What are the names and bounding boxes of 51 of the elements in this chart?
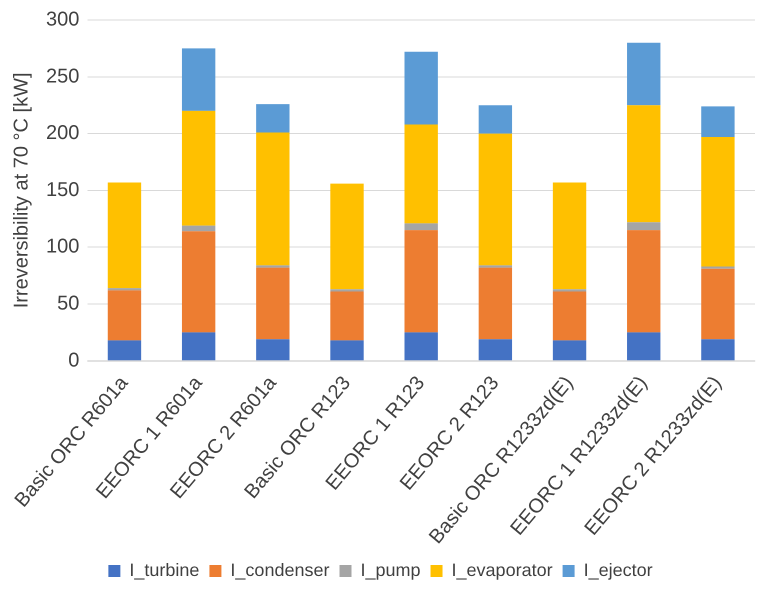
bar [256,104,290,132]
y-axis-title: Irreversibility at 70 °C [kW] [10,72,33,308]
y-tick-label: 250 [46,65,80,88]
bar [478,134,512,266]
bar [330,292,364,340]
bar [404,52,438,125]
bar [552,292,586,340]
legend-label: I_pump [360,560,421,580]
bar [182,231,216,332]
bar [404,230,438,332]
bar [627,332,660,360]
bar [330,340,364,360]
bar [404,223,438,230]
bar [478,268,512,340]
legend-label: I_ejector [584,560,653,580]
bar [182,332,216,360]
bar [701,106,735,138]
bar [404,332,438,360]
legend-label: I_evaporator [452,560,553,580]
y-tick-label: 100 [46,236,80,258]
bar [701,339,735,360]
y-tick-label: 50 [57,292,80,315]
bar [701,268,735,340]
y-tick-label: 200 [46,122,80,144]
y-tick-label: 150 [46,178,80,201]
y-tick-label: 300 [46,8,80,31]
y-tick-label: 0 [68,349,80,372]
bar [182,110,216,226]
bar [478,339,512,360]
bar [627,230,660,332]
bar [108,290,142,340]
bar [478,105,512,134]
bar [108,182,142,288]
bar [627,222,660,230]
bar [552,340,586,360]
bar [701,137,735,267]
bar [627,105,660,222]
bar [182,48,216,111]
bar [404,124,438,224]
bar [256,132,290,266]
legend-label: I_turbine [129,560,200,580]
bar [330,184,364,290]
bar [256,268,290,340]
bar [552,289,586,292]
legend-label: I_condenser [230,560,330,580]
bar [256,339,290,360]
bar [330,289,364,292]
bar [627,42,660,106]
bar [182,226,216,232]
bar [552,182,586,290]
bar [108,340,142,360]
